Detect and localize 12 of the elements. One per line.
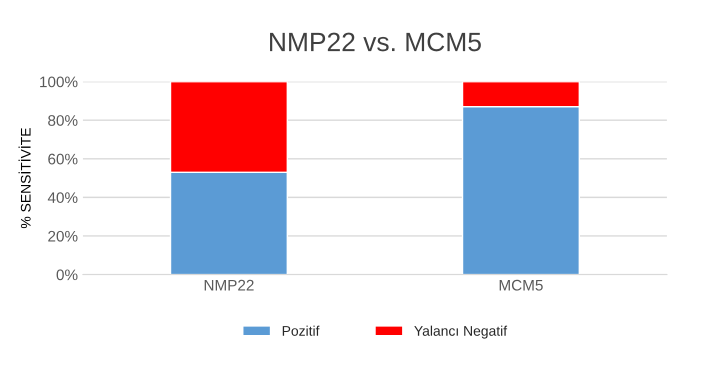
legend-label: Pozitif	[282, 326, 320, 336]
y-axis-title: % SENSİTİVİTE	[18, 128, 31, 228]
x-tick-label: MCM5	[500, 280, 543, 291]
y-tick-label: 100%	[40, 76, 78, 88]
y-tick-label: 60%	[48, 154, 78, 164]
y-tick-label: 40%	[48, 192, 78, 204]
y-tick-label: 0%	[56, 269, 78, 280]
x-tick-label: NMP22	[204, 280, 254, 290]
y-tick-label: 80%	[48, 115, 78, 126]
y-tick-label: 20%	[48, 230, 78, 242]
chart-title: NMP22 vs. MCM5	[270, 32, 481, 52]
legend-label: Yalancı Negatif	[414, 326, 508, 339]
